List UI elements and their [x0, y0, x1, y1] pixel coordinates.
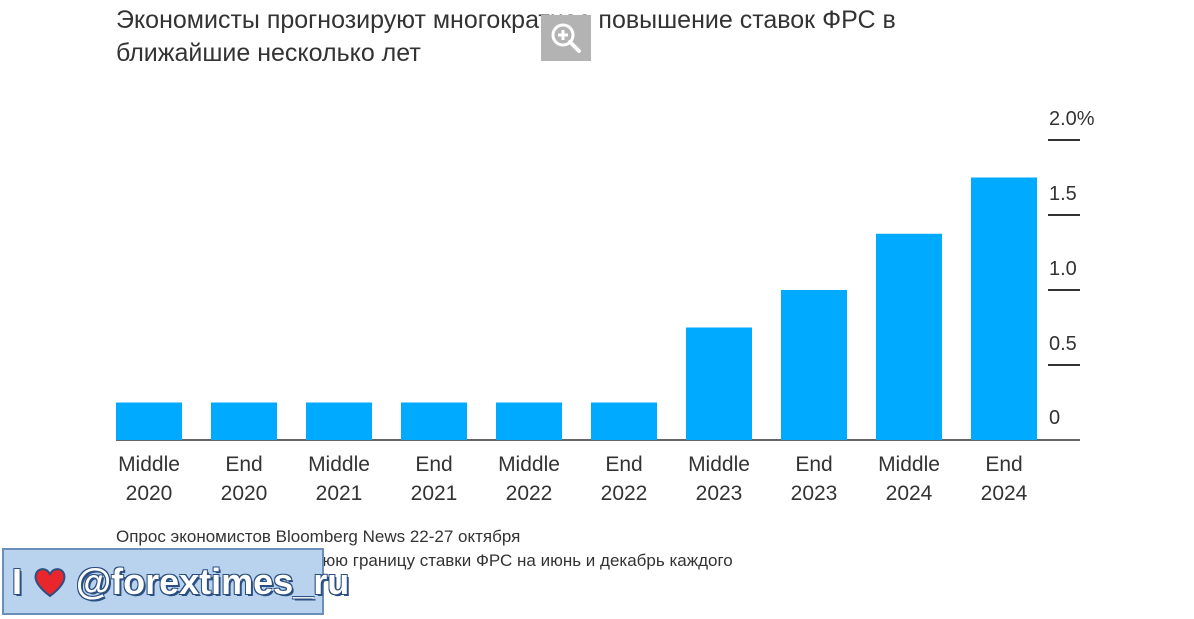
bar — [496, 402, 562, 440]
heart-icon — [32, 564, 68, 600]
bar — [211, 402, 277, 440]
x-tick-label: Middle — [688, 453, 750, 476]
watermark-badge: I @forextimes_ru — [2, 548, 349, 615]
x-tick-label: End — [985, 453, 1022, 476]
y-tick-label: 0.5 — [1049, 333, 1077, 355]
bar — [781, 290, 847, 440]
bar — [306, 402, 372, 440]
zoom-in-icon — [551, 23, 581, 53]
x-tick-label-year: 2021 — [411, 482, 458, 505]
x-tick-label-year: 2024 — [981, 482, 1028, 505]
bar — [971, 177, 1037, 440]
bar — [876, 233, 942, 440]
x-tick-label: Middle — [498, 453, 560, 476]
y-tick-label: 0 — [1049, 407, 1060, 429]
x-tick-label-year: 2023 — [696, 482, 743, 505]
x-tick-label-year: 2021 — [316, 482, 363, 505]
y-tick-label: 1.0 — [1049, 258, 1077, 280]
x-tick-label: Middle — [308, 453, 370, 476]
x-tick-label: End — [225, 453, 262, 476]
x-tick-label-year: 2020 — [221, 482, 268, 505]
x-tick-label-year: 2022 — [601, 482, 648, 505]
x-tick-label-year: 2022 — [506, 482, 553, 505]
chart-title: Экономисты прогнозируют многократное пов… — [116, 6, 896, 67]
chart-source: Опрос экономистов Bloomberg News 22-27 о… — [116, 527, 521, 546]
x-tick-label: End — [415, 453, 452, 476]
x-tick-label-year: 2024 — [886, 482, 933, 505]
x-tick-label: Middle — [118, 453, 180, 476]
bar — [401, 402, 467, 440]
x-tick-label: End — [795, 453, 832, 476]
x-tick-label: Middle — [878, 453, 940, 476]
x-tick-label-year: 2023 — [791, 482, 838, 505]
x-tick-label-year: 2020 — [126, 482, 173, 505]
bar — [116, 402, 182, 440]
y-tick-label: 1.5 — [1049, 183, 1077, 205]
watermark-prefix: I — [12, 560, 23, 602]
bar — [591, 402, 657, 440]
y-tick-label: 2.0% — [1049, 108, 1095, 130]
watermark-handle: @forextimes_ru — [76, 560, 350, 602]
x-tick-label: End — [605, 453, 642, 476]
zoom-button[interactable] — [541, 15, 591, 61]
bar — [686, 327, 752, 440]
